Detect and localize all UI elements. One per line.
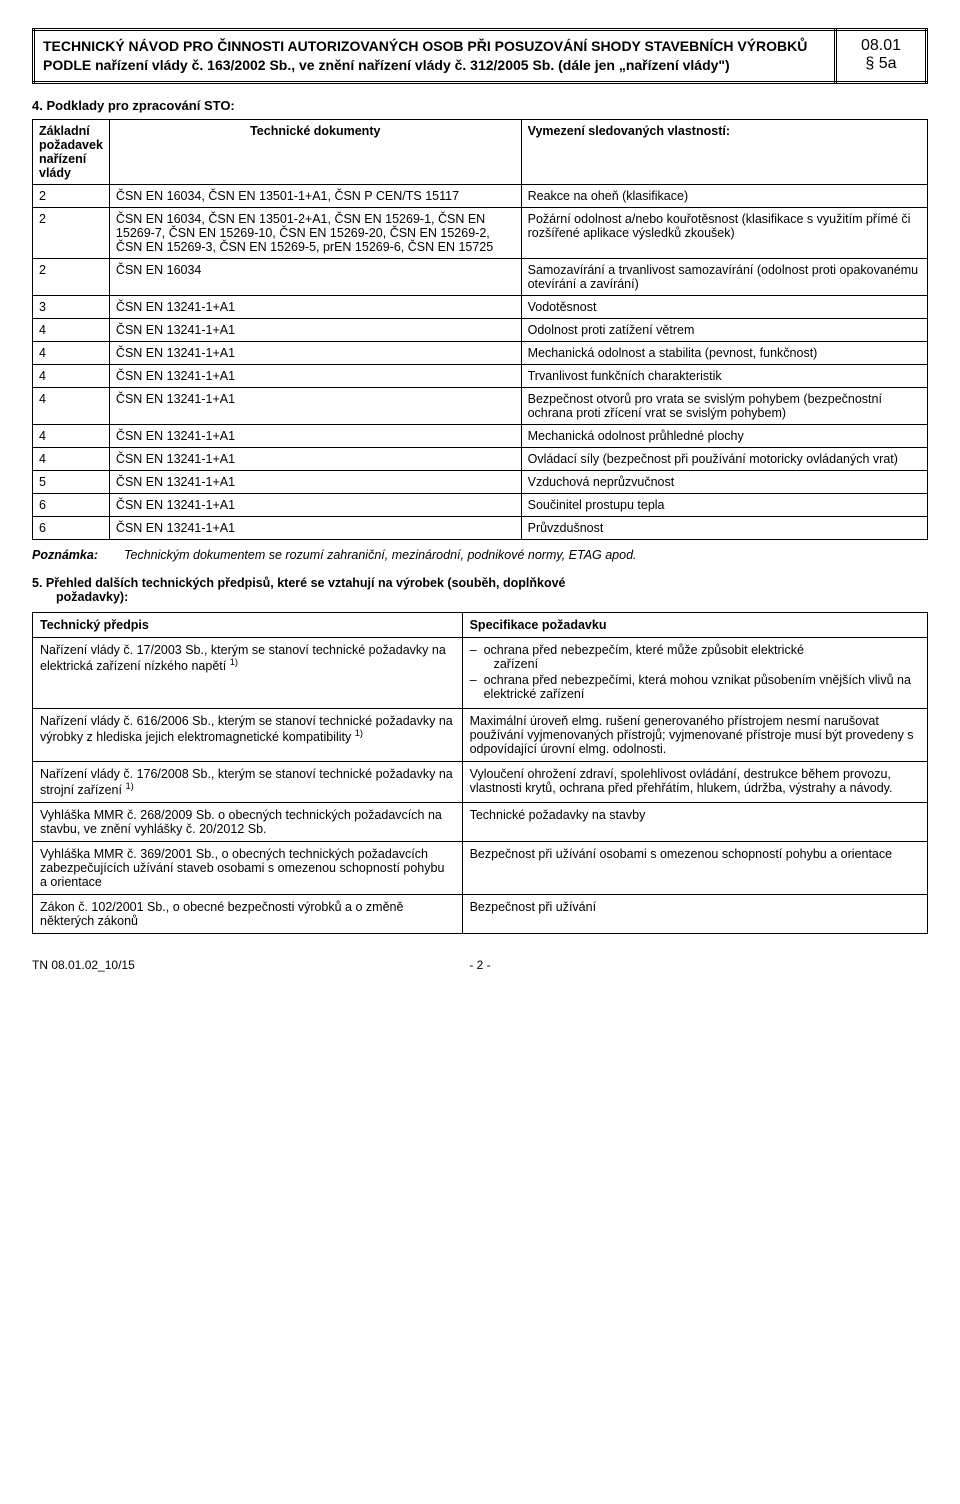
section4-table: Základní požadavek nařízení vlády Techni…: [32, 119, 928, 540]
s4-cell-doc: ČSN EN 13241-1+A1: [109, 341, 521, 364]
s4-cell-doc: ČSN EN 13241-1+A1: [109, 295, 521, 318]
s4-cell-doc: ČSN EN 16034: [109, 258, 521, 295]
note-text: Technickým dokumentem se rozumí zahranič…: [124, 548, 637, 562]
table-row: 4ČSN EN 13241-1+A1Mechanická odolnost a …: [33, 341, 928, 364]
s4-cell-prop: Součinitel prostupu tepla: [521, 493, 927, 516]
list-item: ochrana před nebezpečími, která mohou vz…: [470, 673, 920, 701]
list-item: ochrana před nebezpečím, které může způs…: [470, 643, 920, 671]
table-row: 5ČSN EN 13241-1+A1Vzduchová neprůzvučnos…: [33, 470, 928, 493]
s4-col2: Technické dokumenty: [109, 119, 521, 184]
s4-cell-prop: Bezpečnost otvorů pro vrata se svislým p…: [521, 387, 927, 424]
footer-page: - 2 -: [32, 958, 928, 972]
header-code-bottom: § 5a: [845, 55, 917, 73]
section5-heading: 5. Přehled dalších technických předpisů,…: [32, 576, 928, 604]
table-row: 4ČSN EN 13241-1+A1Trvanlivost funkčních …: [33, 364, 928, 387]
s5-cell-right: Maximální úroveň elmg. rušení generované…: [462, 708, 927, 761]
table-row: 2ČSN EN 16034, ČSN EN 13501-1+A1, ČSN P …: [33, 184, 928, 207]
table-row: Vyhláška MMR č. 369/2001 Sb., o obecných…: [33, 841, 928, 894]
table-row: Nařízení vlády č. 176/2008 Sb., kterým s…: [33, 761, 928, 802]
s4-cell-prop: Odolnost proti zatížení větrem: [521, 318, 927, 341]
s4-cell-doc: ČSN EN 13241-1+A1: [109, 387, 521, 424]
s5-cell-left: Vyhláška MMR č. 268/2009 Sb. o obecných …: [33, 802, 463, 841]
s4-cell-doc: ČSN EN 13241-1+A1: [109, 447, 521, 470]
section4-note: Poznámka: Technickým dokumentem se rozum…: [32, 548, 928, 562]
s5-cell-left: Nařízení vlády č. 176/2008 Sb., kterým s…: [33, 761, 463, 802]
s4-cell-prop: Trvanlivost funkčních charakteristik: [521, 364, 927, 387]
s4-col1: Základní požadavek nařízení vlády: [33, 119, 110, 184]
s4-cell-num: 4: [33, 424, 110, 447]
section5-heading-line2: požadavky):: [32, 590, 128, 604]
s4-cell-num: 3: [33, 295, 110, 318]
s4-cell-prop: Mechanická odolnost průhledné plochy: [521, 424, 927, 447]
s4-cell-doc: ČSN EN 16034, ČSN EN 13501-2+A1, ČSN EN …: [109, 207, 521, 258]
table-row: 4ČSN EN 13241-1+A1Mechanická odolnost pr…: [33, 424, 928, 447]
s4-cell-doc: ČSN EN 16034, ČSN EN 13501-1+A1, ČSN P C…: [109, 184, 521, 207]
s4-cell-num: 2: [33, 258, 110, 295]
s4-cell-prop: Reakce na oheň (klasifikace): [521, 184, 927, 207]
s4-col3: Vymezení sledovaných vlastností:: [521, 119, 927, 184]
table-row: 2ČSN EN 16034, ČSN EN 13501-2+A1, ČSN EN…: [33, 207, 928, 258]
s4-cell-doc: ČSN EN 13241-1+A1: [109, 493, 521, 516]
header-code: 08.01 § 5a: [836, 30, 927, 83]
section4-heading: 4. Podklady pro zpracování STO:: [32, 98, 928, 113]
s4-cell-doc: ČSN EN 13241-1+A1: [109, 318, 521, 341]
s4-cell-num: 2: [33, 207, 110, 258]
s4-cell-num: 5: [33, 470, 110, 493]
s4-cell-prop: Požární odolnost a/nebo kouřotěsnost (kl…: [521, 207, 927, 258]
note-label: Poznámka:: [32, 548, 98, 562]
s5-cell-right: Bezpečnost při užívání: [462, 894, 927, 933]
s4-cell-num: 4: [33, 447, 110, 470]
table-row: Nařízení vlády č. 616/2006 Sb., kterým s…: [33, 708, 928, 761]
table-row: Vyhláška MMR č. 268/2009 Sb. o obecných …: [33, 802, 928, 841]
table-row: Nařízení vlády č. 17/2003 Sb., kterým se…: [33, 637, 928, 708]
s4-cell-num: 4: [33, 318, 110, 341]
table-row: 6ČSN EN 13241-1+A1Součinitel prostupu te…: [33, 493, 928, 516]
s4-cell-doc: ČSN EN 13241-1+A1: [109, 470, 521, 493]
s4-cell-prop: Samozavírání a trvanlivost samozavírání …: [521, 258, 927, 295]
s5-cell-left: Vyhláška MMR č. 369/2001 Sb., o obecných…: [33, 841, 463, 894]
table-row: 3ČSN EN 13241-1+A1Vodotěsnost: [33, 295, 928, 318]
s4-cell-prop: Průvzdušnost: [521, 516, 927, 539]
s4-cell-num: 4: [33, 387, 110, 424]
header-code-top: 08.01: [845, 37, 917, 55]
table-row: 6ČSN EN 13241-1+A1Průvzdušnost: [33, 516, 928, 539]
table-row: 4ČSN EN 13241-1+A1Ovládací síly (bezpečn…: [33, 447, 928, 470]
s4-cell-num: 2: [33, 184, 110, 207]
table-row: 4ČSN EN 13241-1+A1Bezpečnost otvorů pro …: [33, 387, 928, 424]
s5-col1: Technický předpis: [33, 612, 463, 637]
s4-cell-prop: Vodotěsnost: [521, 295, 927, 318]
s4-cell-prop: Vzduchová neprůzvučnost: [521, 470, 927, 493]
s4-cell-num: 4: [33, 341, 110, 364]
section5-table: Technický předpis Specifikace požadavku …: [32, 612, 928, 934]
s5-cell-left: Zákon č. 102/2001 Sb., o obecné bezpečno…: [33, 894, 463, 933]
table-row: 4ČSN EN 13241-1+A1Odolnost proti zatížen…: [33, 318, 928, 341]
table-row: Zákon č. 102/2001 Sb., o obecné bezpečno…: [33, 894, 928, 933]
s5-cell-right: Vyloučení ohrožení zdraví, spolehlivost …: [462, 761, 927, 802]
s4-cell-num: 6: [33, 493, 110, 516]
s5-cell-left: Nařízení vlády č. 616/2006 Sb., kterým s…: [33, 708, 463, 761]
s5-col2: Specifikace požadavku: [462, 612, 927, 637]
s5-cell-right: Technické požadavky na stavby: [462, 802, 927, 841]
s4-cell-prop: Ovládací síly (bezpečnost při používání …: [521, 447, 927, 470]
s4-cell-num: 4: [33, 364, 110, 387]
s4-cell-doc: ČSN EN 13241-1+A1: [109, 364, 521, 387]
s4-cell-num: 6: [33, 516, 110, 539]
table-row: 2ČSN EN 16034Samozavírání a trvanlivost …: [33, 258, 928, 295]
s4-cell-doc: ČSN EN 13241-1+A1: [109, 424, 521, 447]
s4-cell-prop: Mechanická odolnost a stabilita (pevnost…: [521, 341, 927, 364]
s4-cell-doc: ČSN EN 13241-1+A1: [109, 516, 521, 539]
section5-heading-line1: 5. Přehled dalších technických předpisů,…: [32, 576, 566, 590]
s5-cell-left: Nařízení vlády č. 17/2003 Sb., kterým se…: [33, 637, 463, 708]
header-title-text: TECHNICKÝ NÁVOD PRO ČINNOSTI AUTORIZOVAN…: [34, 30, 836, 83]
page-header: TECHNICKÝ NÁVOD PRO ČINNOSTI AUTORIZOVAN…: [32, 28, 928, 84]
s5-cell-right: ochrana před nebezpečím, které může způs…: [462, 637, 927, 708]
s5-cell-right: Bezpečnost při užívání osobami s omezeno…: [462, 841, 927, 894]
